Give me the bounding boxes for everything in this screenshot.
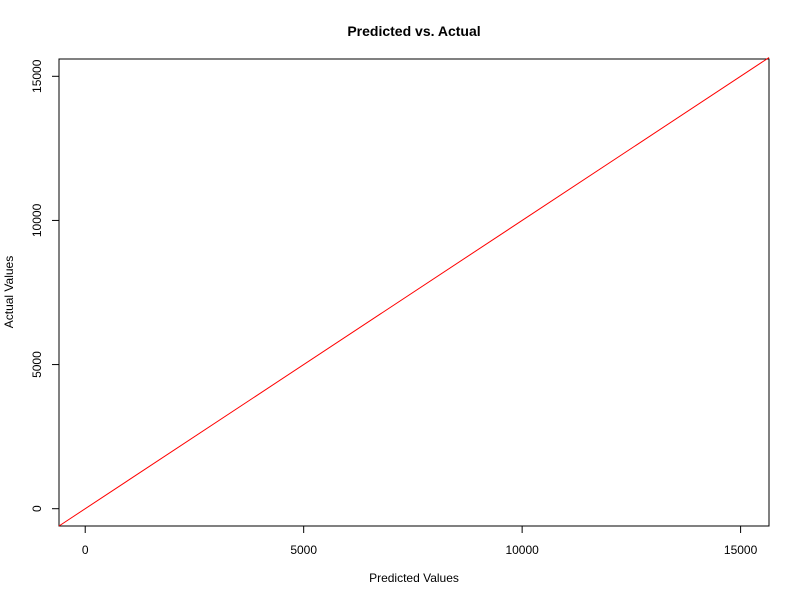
x-tick-label: 15000 xyxy=(724,543,758,557)
x-tick-label: 5000 xyxy=(290,543,317,557)
y-axis: 0 5000 10000 15000 xyxy=(30,59,60,512)
x-axis-label: Predicted Values xyxy=(369,571,459,585)
series-line-0 xyxy=(58,57,770,527)
y-tick-label: 5000 xyxy=(30,351,44,378)
y-tick-label: 0 xyxy=(30,505,44,512)
x-axis: 0 5000 10000 15000 xyxy=(82,525,758,557)
y-tick-label: 10000 xyxy=(30,203,44,237)
series-layer xyxy=(58,57,770,527)
y-axis-label: Actual Values xyxy=(2,256,16,329)
x-tick-label: 0 xyxy=(82,543,89,557)
y-tick-label: 15000 xyxy=(30,59,44,93)
x-tick-label: 10000 xyxy=(505,543,539,557)
chart-title: Predicted vs. Actual xyxy=(347,23,480,39)
